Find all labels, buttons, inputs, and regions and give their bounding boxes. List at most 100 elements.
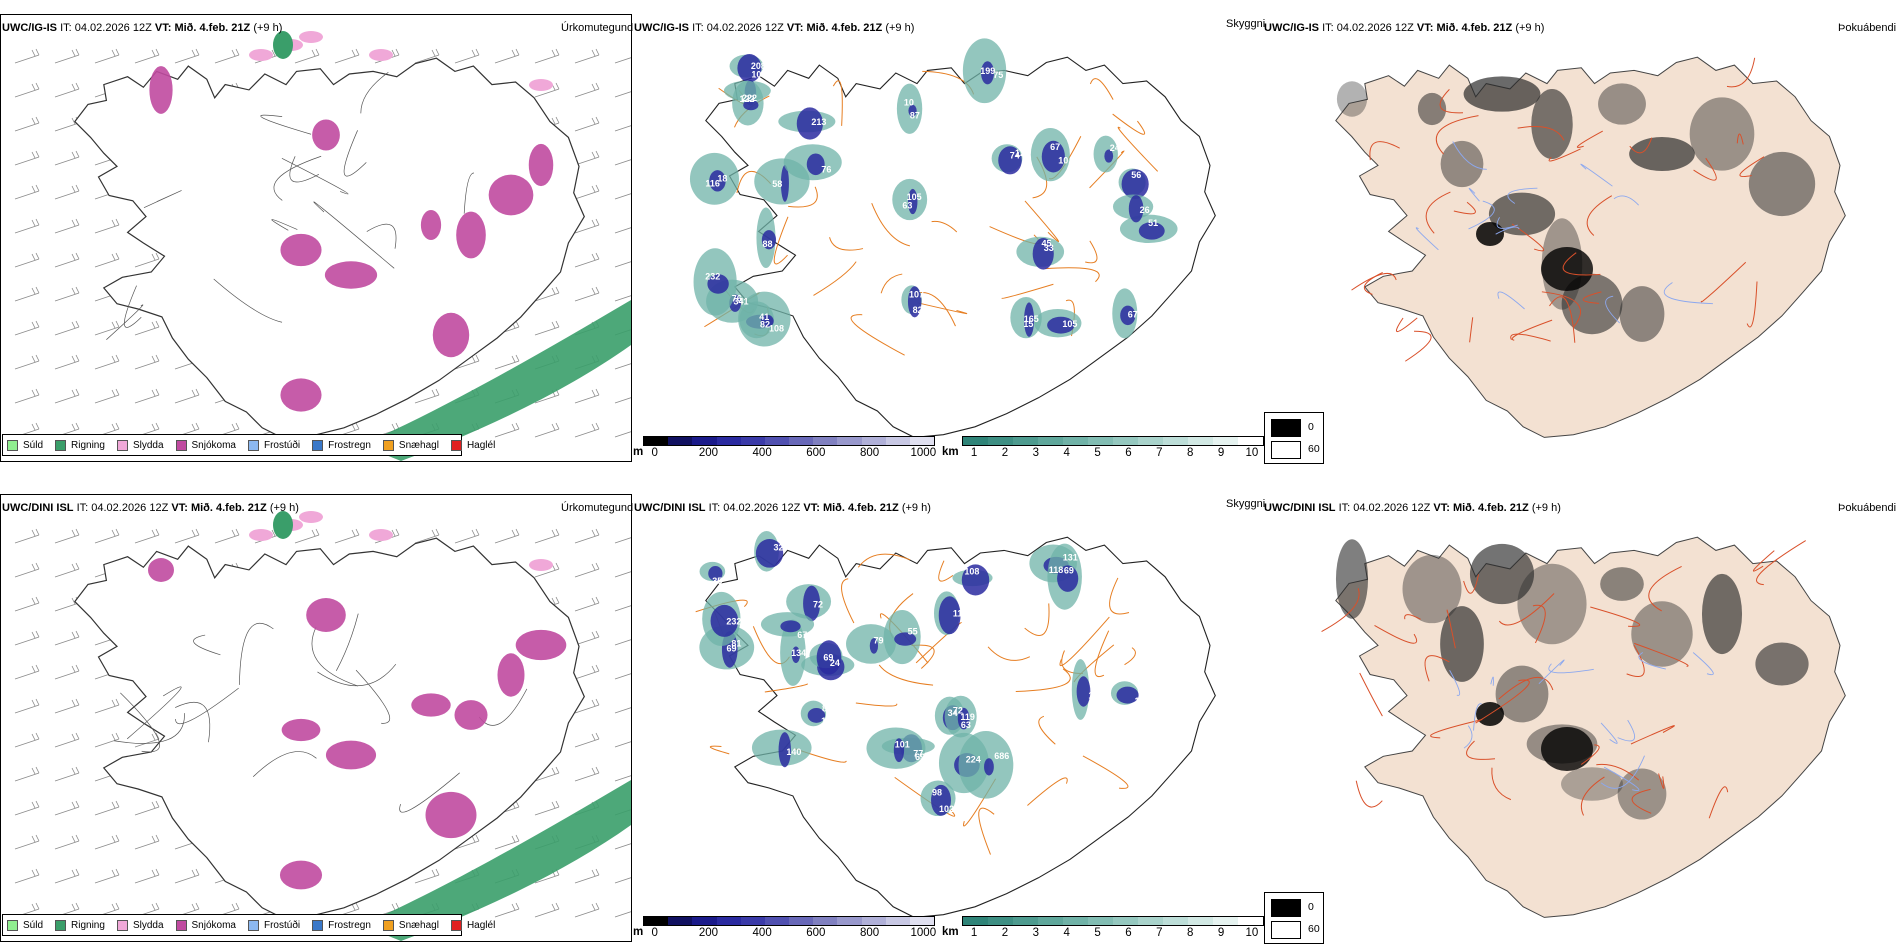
ceiling-value-label: 87 bbox=[910, 110, 920, 120]
legend-swatch bbox=[247, 919, 259, 931]
river-line bbox=[1600, 755, 1645, 789]
colorbar-tick: 2 bbox=[1001, 927, 1009, 939]
wind-barb bbox=[14, 732, 40, 748]
sleet-area bbox=[529, 79, 553, 91]
colorbar-cell bbox=[789, 437, 814, 445]
legend-item: Slydda bbox=[116, 919, 164, 931]
wind-barb bbox=[574, 902, 600, 918]
colorbar-cell bbox=[963, 437, 988, 445]
wind-barb bbox=[534, 528, 560, 544]
it-value: 04.02.2026 12Z bbox=[74, 22, 152, 34]
panel-header-1a: UWC/IG-IS IT: 04.02.2026 12Z VT: Mið. 4.… bbox=[2, 22, 282, 35]
wind-barb bbox=[614, 397, 631, 404]
it-label: IT: bbox=[1322, 22, 1334, 34]
fog-indicator-area bbox=[1701, 573, 1743, 655]
wind-barb bbox=[54, 562, 80, 578]
iceland-landmass bbox=[1335, 56, 1846, 438]
ceiling-value-label: 122 bbox=[740, 94, 755, 104]
river-line bbox=[1452, 141, 1487, 170]
road-line bbox=[938, 560, 954, 582]
snowfall-area bbox=[411, 693, 451, 717]
road-line bbox=[1726, 57, 1756, 88]
road-line bbox=[1517, 126, 1565, 141]
colorbar-cell bbox=[1138, 917, 1163, 925]
colorbar-ticks: 0 200 400 600 800 1000 bbox=[643, 446, 936, 460]
vis-map-svg-1: 75 74 76 105 82 10 82 63 67 33 15 18 56 246 58 222 51 76 8… bbox=[689, 38, 1216, 438]
wind-barb bbox=[54, 868, 80, 884]
it-label: IT: bbox=[1338, 502, 1351, 514]
legend-label: Slydda bbox=[132, 439, 164, 451]
fog-indicator-area bbox=[1619, 286, 1665, 342]
road-line bbox=[1541, 291, 1581, 327]
panel-header-1b: UWC/IG-IS IT: 04.02.2026 12Z VT: Mið. 4.… bbox=[634, 22, 914, 35]
road-line bbox=[764, 683, 809, 693]
wind-barb bbox=[134, 800, 160, 816]
vt-label: VT: bbox=[803, 502, 820, 514]
colorbar-cell bbox=[1188, 917, 1213, 925]
river-line bbox=[1449, 670, 1461, 696]
colorbar-ticks: 1 2 3 4 5 6 7 8 9 10 bbox=[962, 446, 1264, 460]
legend-label: Haglél bbox=[466, 919, 496, 931]
wind-barb bbox=[614, 877, 631, 884]
wind-barb bbox=[574, 630, 600, 646]
wind-barb bbox=[494, 48, 520, 64]
road-line bbox=[1463, 574, 1479, 594]
legend-swatch bbox=[382, 439, 394, 451]
fog-title: Þokuábendi bbox=[1838, 22, 1897, 34]
river-line bbox=[1638, 652, 1666, 670]
low-ceiling-area bbox=[1041, 140, 1065, 173]
colorbar-tick: 3 bbox=[1032, 927, 1040, 939]
legend-label: Slydda bbox=[132, 919, 164, 931]
legend-item: Snjókoma bbox=[175, 919, 236, 931]
wind-barb bbox=[494, 354, 520, 370]
low-ceiling-area bbox=[707, 274, 729, 294]
wind-barb bbox=[54, 596, 80, 612]
vt-label: VT: bbox=[1416, 22, 1434, 34]
road-line bbox=[1756, 540, 1806, 586]
wind-barb bbox=[534, 286, 560, 302]
low-ceiling-area bbox=[780, 165, 789, 202]
colorbar-tick: 2 bbox=[1001, 447, 1009, 459]
ceiling-value-label: 105 bbox=[1062, 319, 1077, 329]
sleet-area bbox=[369, 529, 393, 541]
legend-swatch bbox=[175, 919, 187, 931]
wind-barb bbox=[574, 184, 600, 200]
road-line bbox=[1739, 156, 1765, 177]
colorbar-tick: 800 bbox=[859, 927, 880, 939]
precip-type-map-1 bbox=[0, 14, 632, 462]
fog-indicator-area bbox=[1517, 563, 1587, 645]
wind-barb bbox=[94, 388, 120, 404]
wind-barb bbox=[54, 150, 80, 166]
colorbar-cell bbox=[1088, 917, 1113, 925]
snowfall-area bbox=[280, 378, 322, 412]
road-line bbox=[1498, 593, 1555, 626]
wind-barb bbox=[54, 354, 80, 370]
wind-barb bbox=[614, 571, 631, 578]
wind-barb bbox=[14, 528, 40, 544]
snowfall-area bbox=[149, 66, 173, 114]
fog-indicator-area bbox=[1463, 76, 1541, 112]
it-label: IT: bbox=[692, 22, 704, 34]
legend-item: Súld bbox=[7, 919, 43, 931]
wind-barb bbox=[54, 664, 80, 680]
ceiling-colorbar-1: 0 200 400 600 800 1000 bbox=[643, 436, 936, 460]
fog-indicator-area bbox=[1631, 601, 1693, 667]
colorbar-cell bbox=[837, 917, 862, 925]
legend-item: Frostregn bbox=[312, 919, 371, 931]
road-line bbox=[281, 157, 349, 195]
row-2: UWC/DINI ISL IT: 04.02.2026 12Z VT: Mið.… bbox=[0, 480, 1900, 950]
wind-barb bbox=[614, 537, 631, 544]
colorbar-cell bbox=[861, 437, 886, 445]
ceiling-value-label: 208 bbox=[751, 61, 766, 71]
legend-swatch bbox=[116, 919, 128, 931]
legend-label: Haglél bbox=[466, 439, 496, 451]
ceiling-value-label: 15 bbox=[821, 716, 831, 726]
low-ceiling-area bbox=[791, 646, 801, 663]
road-line bbox=[1511, 223, 1545, 252]
river-line bbox=[1463, 725, 1473, 749]
snowfall-area bbox=[280, 233, 322, 267]
wind-barb bbox=[414, 868, 440, 884]
road-line bbox=[871, 202, 910, 247]
ceiling-value-label: 18 bbox=[717, 174, 727, 184]
road-line bbox=[1700, 261, 1747, 303]
